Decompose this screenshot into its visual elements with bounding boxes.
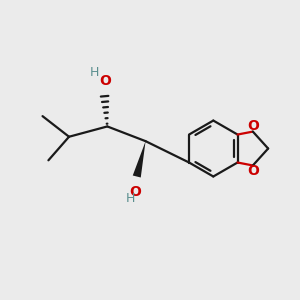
Text: H: H (89, 66, 99, 79)
Text: O: O (247, 164, 259, 178)
Text: O: O (129, 185, 141, 199)
Text: H: H (125, 192, 135, 205)
Text: O: O (247, 119, 259, 133)
Text: O: O (99, 74, 111, 88)
Polygon shape (133, 141, 146, 178)
